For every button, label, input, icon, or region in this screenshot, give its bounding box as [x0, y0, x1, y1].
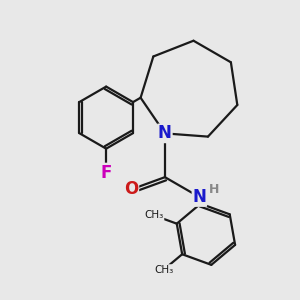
Text: CH₃: CH₃: [154, 265, 173, 275]
Text: O: O: [124, 180, 138, 198]
Text: F: F: [100, 164, 112, 181]
Text: N: N: [192, 188, 206, 206]
Text: CH₃: CH₃: [145, 211, 164, 220]
Text: H: H: [209, 183, 220, 196]
Text: N: N: [158, 124, 172, 142]
